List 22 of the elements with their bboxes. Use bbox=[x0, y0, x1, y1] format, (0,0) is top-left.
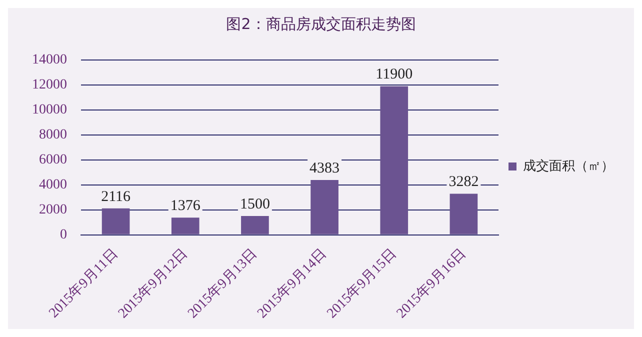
data-label: 11900 bbox=[376, 66, 413, 83]
bar bbox=[450, 194, 478, 234]
y-tick-label: 14000 bbox=[32, 52, 67, 68]
y-tick-label: 0 bbox=[60, 227, 67, 242]
data-label: 1376 bbox=[170, 198, 201, 214]
data-label: 4383 bbox=[310, 160, 340, 176]
bar bbox=[380, 86, 408, 234]
data-label: 1500 bbox=[240, 196, 270, 212]
y-tick-label: 12000 bbox=[32, 78, 67, 93]
y-tick-label: 4000 bbox=[39, 178, 67, 193]
bar bbox=[310, 180, 338, 234]
y-tick-label: 10000 bbox=[32, 102, 67, 118]
bar bbox=[171, 218, 200, 234]
data-label: 2116 bbox=[101, 188, 132, 205]
y-tick-label: 2000 bbox=[39, 202, 67, 218]
bar bbox=[241, 216, 269, 234]
y-tick-label: 6000 bbox=[39, 152, 67, 168]
data-label: 3282 bbox=[448, 174, 479, 190]
y-tick-label: 8000 bbox=[39, 128, 67, 143]
chart-title: 图2：商品房成交面积走势图 bbox=[226, 14, 416, 33]
legend-label: 成交面积（㎡） bbox=[523, 158, 614, 174]
bar bbox=[102, 208, 130, 234]
